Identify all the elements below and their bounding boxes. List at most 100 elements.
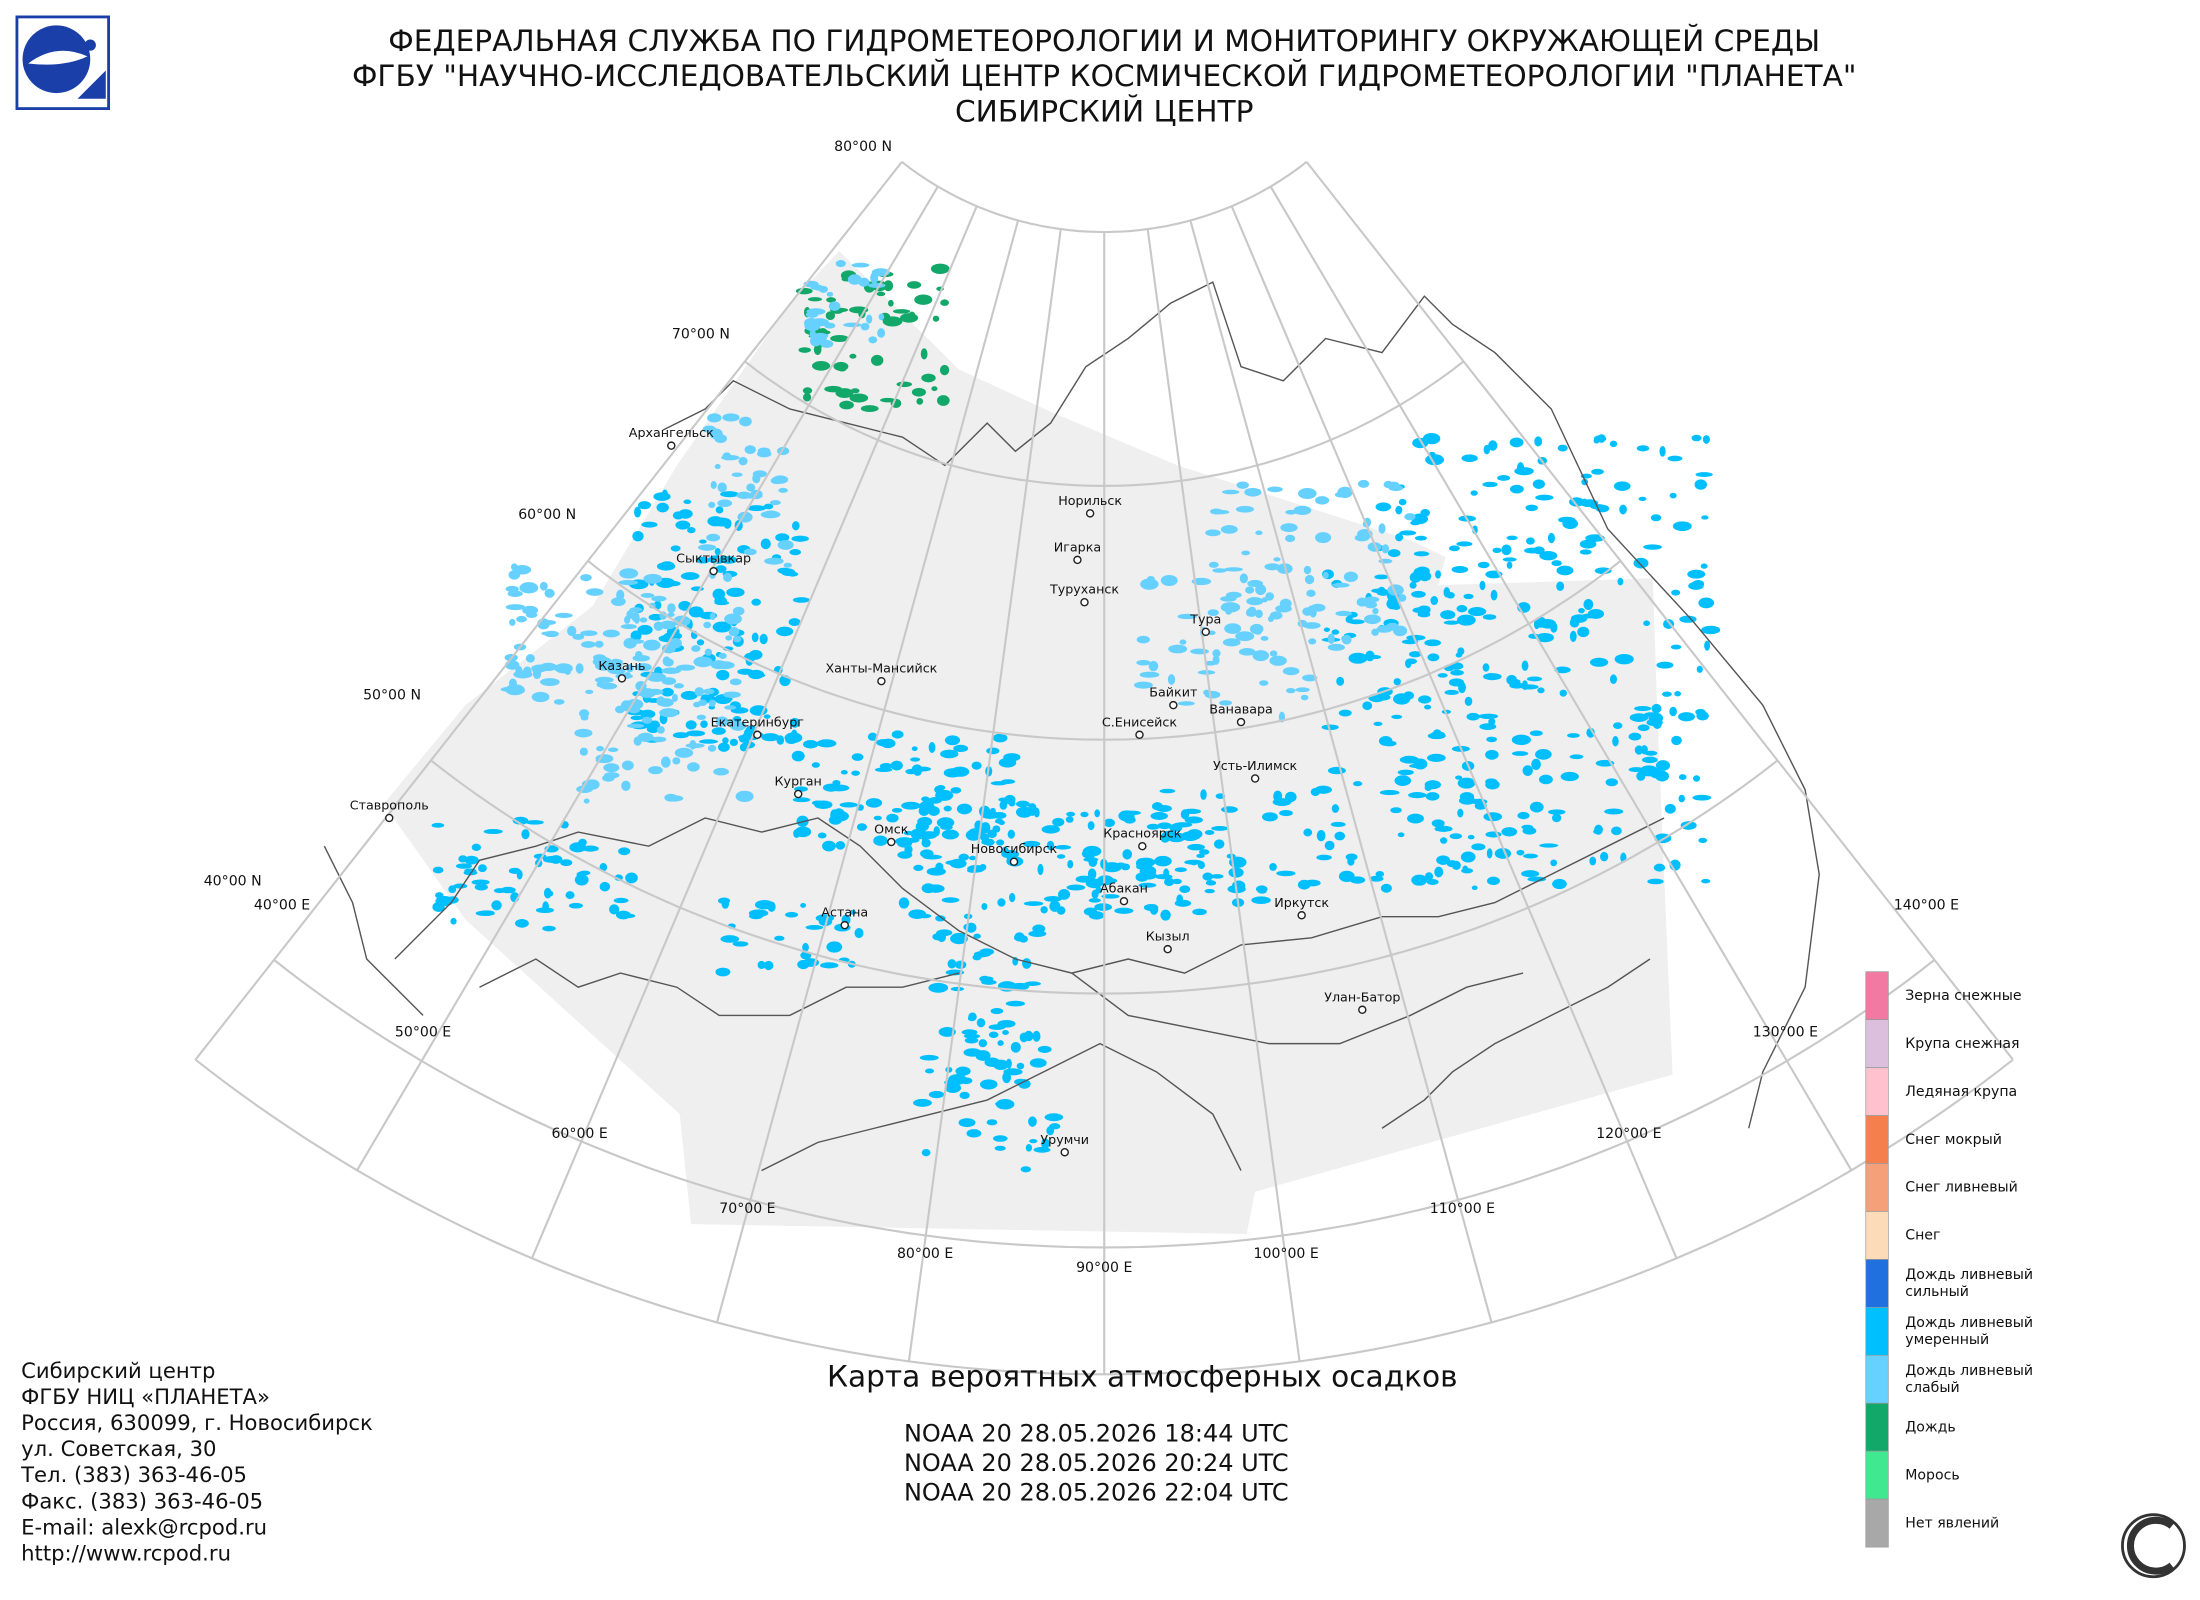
precipitation-cell: [653, 621, 664, 631]
precipitation-cell: [1302, 622, 1321, 629]
precipitation-cell: [1052, 817, 1065, 827]
precipitation-cell: [860, 322, 870, 331]
precipitation-cell: [569, 842, 587, 853]
precipitation-cell: [717, 482, 727, 493]
city-label: Омск: [874, 821, 909, 836]
city-label: Усть-Илимск: [1213, 758, 1298, 773]
precipitation-cell: [879, 762, 893, 770]
precipitation-cell: [806, 308, 826, 315]
precipitation-cell: [1285, 534, 1296, 543]
precipitation-cell: [1136, 635, 1150, 644]
precipitation-cell: [633, 700, 644, 709]
precipitation-cell: [865, 798, 883, 808]
precipitation-cell: [637, 624, 653, 635]
precipitation-cell: [1427, 753, 1446, 762]
precipitation-cell: [963, 923, 976, 932]
city-label: Тура: [1189, 611, 1221, 626]
precipitation-cell: [868, 282, 886, 288]
legend-label: Крупа снежная: [1905, 1036, 2019, 1052]
precipitation-cell: [659, 708, 679, 718]
precipitation-cell: [891, 807, 903, 813]
precipitation-cell: [1704, 640, 1711, 651]
precipitation-cell: [1424, 639, 1441, 647]
precipitation-cell: [1081, 849, 1096, 859]
precipitation-cell: [708, 501, 716, 508]
city-label: Астана: [821, 905, 868, 920]
city-marker: [1358, 1005, 1367, 1015]
precipitation-cell: [1235, 505, 1254, 513]
precipitation-cell: [921, 373, 936, 383]
precipitation-cell: [1478, 713, 1499, 719]
latitude-label: 50°00 N: [363, 688, 421, 704]
meridian: [194, 161, 903, 1061]
precipitation-cell: [968, 855, 977, 861]
precipitation-cell: [798, 347, 811, 353]
precipitation-cell: [1397, 832, 1405, 838]
precipitation-cell: [613, 897, 629, 904]
precipitation-cell: [1694, 479, 1707, 490]
precipitation-cell: [824, 385, 843, 393]
precipitation-cell: [994, 818, 1004, 824]
precipitation-cell: [1181, 831, 1200, 841]
precipitation-cell: [450, 917, 457, 925]
legend-label: умеренный: [1905, 1332, 1989, 1348]
meridian: [907, 228, 1062, 1362]
precipitation-cell: [1547, 532, 1555, 544]
pass-time: NOAA 20 28.05.2026 22:04 UTC: [904, 1479, 1289, 1507]
precipitation-cell: [464, 868, 477, 874]
precipitation-cell: [1307, 605, 1318, 612]
precipitation-cell: [1437, 673, 1448, 678]
precipitation-cell: [620, 624, 637, 630]
precipitation-cell: [940, 299, 949, 306]
precipitation-cell: [1451, 565, 1469, 574]
precipitation-cell: [778, 487, 788, 493]
precipitation-cell: [667, 603, 676, 614]
precipitation-cell: [594, 676, 614, 684]
precipitation-cell: [602, 629, 620, 638]
precipitation-cell: [990, 781, 1008, 786]
coastline: [1381, 958, 1651, 1129]
precipitation-cell: [1300, 694, 1309, 701]
precipitation-cell: [825, 311, 836, 320]
precipitation-cell: [1033, 1146, 1051, 1153]
precipitation-cell: [1202, 872, 1214, 881]
precipitation-cell: [672, 757, 681, 765]
legend-label: Зерна снежные: [1905, 988, 2021, 1004]
precipitation-cell: [1456, 605, 1468, 613]
precipitation-cell: [1440, 837, 1448, 844]
precipitation-cell: [763, 960, 774, 971]
precipitation-cell: [717, 897, 731, 905]
precipitation-cell: [634, 506, 642, 518]
precipitation-cell: [1413, 551, 1430, 557]
precipitation-cell: [1177, 701, 1195, 706]
precipitation-cell: [1224, 623, 1242, 634]
precipitation-cell: [896, 381, 913, 388]
meridian: [1305, 161, 2014, 1061]
precipitation-cell: [1653, 863, 1666, 872]
precipitation-cell: [1357, 479, 1370, 488]
precipitation-cell: [1467, 606, 1487, 617]
precipitation-cell: [522, 605, 539, 615]
precipitation-cell: [997, 898, 1006, 907]
precipitation-cell: [728, 718, 736, 727]
precipitation-cell: [1331, 804, 1340, 813]
precipitation-cell: [1502, 557, 1517, 562]
precipitation-cell: [1506, 674, 1518, 685]
precipitation-cell: [1221, 489, 1240, 495]
precipitation-cell: [1629, 713, 1649, 722]
precipitation-cell: [604, 772, 620, 779]
precipitation-cell: [1557, 444, 1568, 452]
precipitation-cell: [791, 535, 809, 542]
precipitation-cell: [1382, 740, 1397, 747]
precipitation-cell: [513, 670, 533, 679]
precipitation-cell: [911, 387, 926, 397]
city-label: Байкит: [1149, 685, 1198, 700]
precipitation-cell: [956, 803, 973, 815]
precipitation-cell: [722, 413, 740, 422]
iso-mark: [2126, 1516, 2175, 1575]
precipitation-cell: [565, 891, 575, 900]
precipitation-cell: [554, 663, 573, 674]
precipitation-cell: [1425, 792, 1440, 801]
precipitation-cell: [535, 907, 554, 914]
precipitation-cell: [648, 766, 663, 775]
